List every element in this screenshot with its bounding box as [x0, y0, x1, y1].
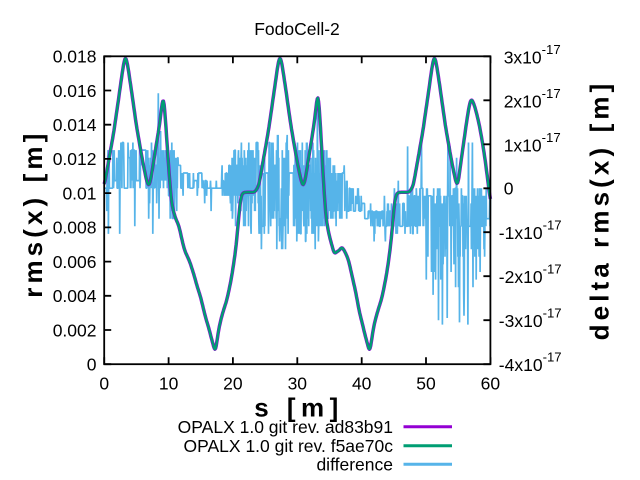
svg-text:difference: difference: [316, 455, 393, 475]
svg-text:50: 50: [416, 374, 436, 394]
svg-text:0: 0: [504, 179, 514, 199]
svg-text:OPALX 1.0 git rev. ad83b91: OPALX 1.0 git rev. ad83b91: [178, 417, 393, 437]
svg-text:0.018: 0.018: [53, 47, 97, 67]
svg-text:60: 60: [481, 374, 501, 394]
svg-text:rms(x) [m]: rms(x) [m]: [18, 130, 48, 298]
svg-text:0.006: 0.006: [53, 252, 97, 272]
svg-text:0.002: 0.002: [53, 320, 97, 340]
svg-text:0.012: 0.012: [53, 149, 97, 169]
svg-text:0.004: 0.004: [53, 286, 97, 306]
svg-text:0.016: 0.016: [53, 81, 97, 101]
svg-text:40: 40: [352, 374, 372, 394]
svg-text:0.01: 0.01: [62, 183, 96, 203]
svg-text:s [m]: s [m]: [254, 393, 344, 423]
svg-text:0: 0: [99, 374, 109, 394]
svg-text:0.014: 0.014: [53, 115, 97, 135]
svg-text:delta rms(x) [m]: delta rms(x) [m]: [585, 80, 615, 341]
svg-text:0: 0: [87, 355, 97, 375]
svg-text:0.008: 0.008: [53, 218, 97, 238]
svg-text:OPALX 1.0 git rev. f5ae70c: OPALX 1.0 git rev. f5ae70c: [184, 436, 394, 456]
svg-text:30: 30: [288, 374, 308, 394]
svg-text:10: 10: [159, 374, 179, 394]
svg-text:FodoCell-2: FodoCell-2: [254, 19, 340, 39]
svg-text:20: 20: [223, 374, 243, 394]
